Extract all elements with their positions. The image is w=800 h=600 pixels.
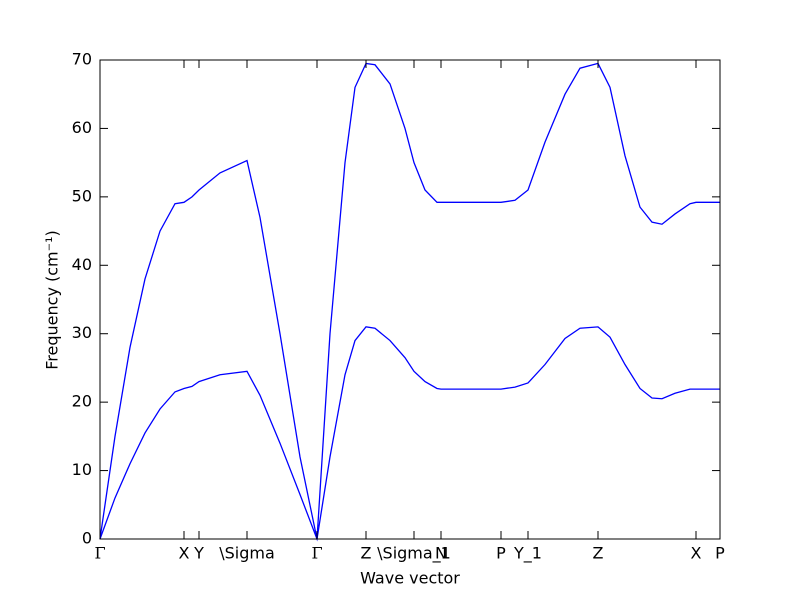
- y-tick-label: 30: [72, 323, 92, 342]
- x-tick-label: Γ: [311, 544, 322, 563]
- y-tick-label: 20: [72, 392, 92, 411]
- y-tick-label: 40: [72, 255, 92, 274]
- y-axis-label: Frequency (cm⁻¹): [43, 230, 62, 369]
- x-tick-label: X: [691, 544, 702, 563]
- x-axis-label: Wave vector: [360, 569, 460, 588]
- y-tick-label: 50: [72, 186, 92, 205]
- x-tick-label: \Sigma_1: [377, 544, 451, 564]
- x-tick-label: Z: [361, 544, 372, 563]
- x-tick-label: Y: [193, 544, 204, 563]
- band-line: [99, 326, 720, 542]
- x-tick-label: Γ: [94, 544, 105, 563]
- x-tick-label: Y_1: [513, 544, 542, 564]
- x-tick-label: N: [435, 544, 447, 563]
- y-tick-label: 0: [82, 529, 92, 548]
- y-tick-label: 70: [72, 50, 92, 69]
- band-line: [99, 62, 720, 540]
- y-tick-label: 10: [72, 460, 92, 479]
- plot-frame: [99, 59, 721, 540]
- x-tick-label: Z: [593, 544, 604, 563]
- x-tick-label: P: [715, 544, 725, 563]
- x-tick-label: X: [179, 544, 190, 563]
- x-tick-label: P: [496, 544, 506, 563]
- y-tick-label: 60: [72, 118, 92, 137]
- x-tick-label: \Sigma: [219, 544, 275, 563]
